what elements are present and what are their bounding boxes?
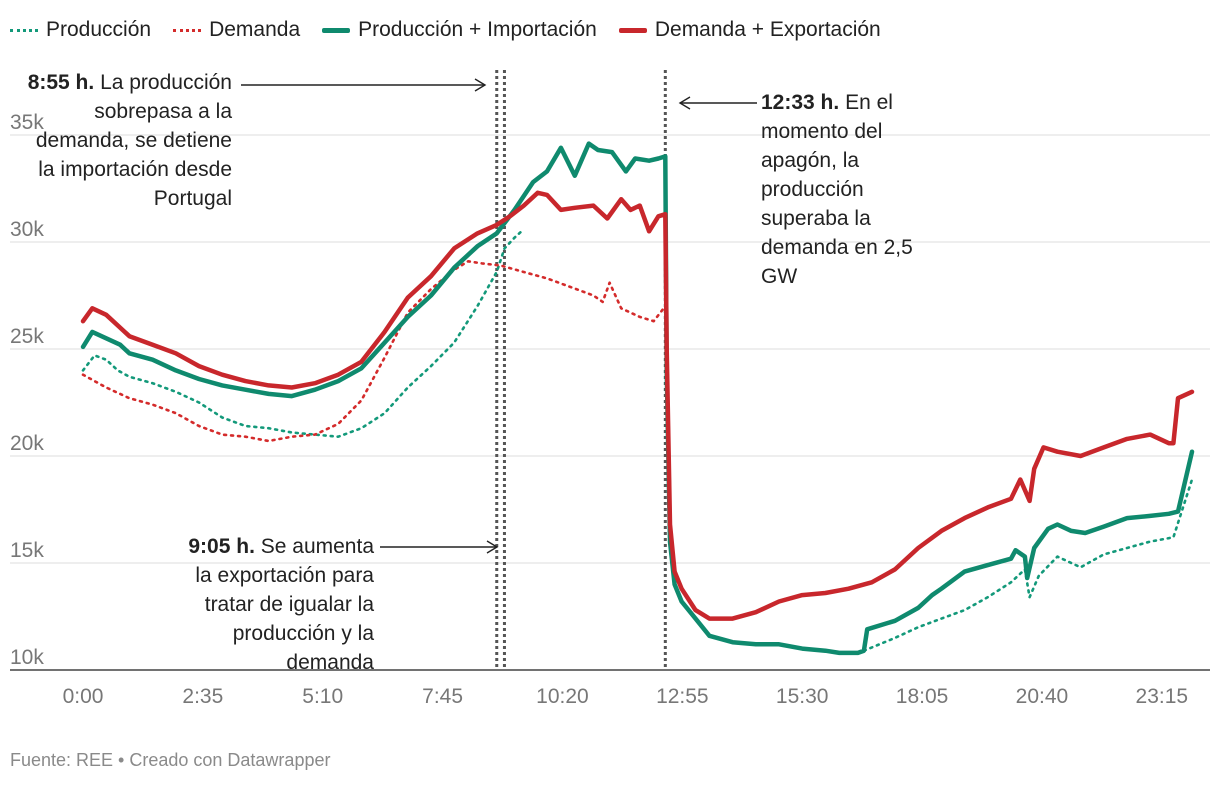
legend-item-demanda: Demanda: [173, 18, 300, 42]
annotation-8-55-text: La producción sobrepasa a la demanda, se…: [35, 71, 232, 210]
legend-item-demanda-exportacion: Demanda + Exportación: [618, 18, 881, 42]
legend-swatch-produccion-importacion: [322, 27, 351, 33]
annotation-12-33: 12:33 h. En el momento del apagón, la pr…: [761, 88, 943, 291]
series-lines: [80, 141, 1195, 656]
legend-item-produccion: Producción: [10, 18, 151, 42]
legend-swatch-demanda-exportacion: [618, 27, 647, 33]
x-tick-label-12-55: 12:55: [656, 685, 709, 708]
arrow-12-33: [678, 96, 757, 110]
source-note: Fuente: REE • Creado con Datawrapper: [10, 750, 331, 770]
arrow-8-55-head: [474, 78, 487, 92]
series-line-producci-n: [81, 227, 526, 438]
gridlines: [10, 134, 1210, 671]
annotation-8-55-time: 8:55 h.: [27, 71, 95, 94]
y-tick-label-15k: 15k: [10, 539, 44, 562]
x-tick-label-10-20: 10:20: [536, 685, 589, 708]
series-line-demanda: [81, 260, 667, 443]
annotation-9-05-time: 9:05 h.: [188, 535, 255, 558]
x-tick-label-23-15: 23:15: [1136, 685, 1189, 708]
annotation-arrows: [241, 78, 757, 554]
legend: Producción Demanda Producción + Importac…: [10, 14, 881, 46]
legend-item-produccion-importacion: Producción + Importación: [322, 18, 597, 42]
annotation-12-33-text: En el momento del apagón, la producción …: [761, 91, 913, 288]
annotation-9-05: 9:05 h. Se aumenta la exportación para t…: [180, 532, 374, 677]
legend-swatch-produccion: [10, 28, 38, 32]
x-tick-label-15-30: 15:30: [776, 685, 829, 708]
x-tick-label-2-35: 2:35: [182, 685, 223, 708]
arrow-9-05: [380, 540, 499, 554]
legend-label-produccion-importacion: Producción + Importación: [358, 18, 597, 41]
x-tick-label-5-10: 5:10: [302, 685, 343, 708]
y-axis-ticks: 10k 15k 20k 25k 30k 35k: [10, 111, 44, 669]
legend-label-produccion: Producción: [46, 18, 152, 41]
x-tick-label-18-05: 18:05: [896, 685, 949, 708]
annotation-9-05-text: Se aumenta la exportación para tratar de…: [195, 535, 374, 674]
y-tick-label-10k: 10k: [10, 646, 44, 669]
y-tick-label-30k: 30k: [10, 218, 44, 241]
series-line-demanda-exportaci-n: [80, 190, 1195, 621]
legend-label-demanda-exportacion: Demanda + Exportación: [654, 18, 881, 41]
arrow-9-05-head: [486, 540, 499, 554]
legend-label-demanda: Demanda: [209, 18, 301, 41]
legend-swatch-demanda: [173, 28, 202, 32]
arrow-8-55: [241, 78, 487, 92]
arrow-12-33-head: [678, 96, 691, 110]
x-tick-label-0-00: 0:00: [63, 685, 104, 708]
y-tick-label-25k: 25k: [10, 325, 44, 348]
series-line-producci-n: [862, 478, 1194, 652]
annotation-8-55: 8:55 h. La producción sobrepasa a la dem…: [20, 68, 232, 213]
x-axis-ticks: 0:00 2:35 5:10 7:45 10:20 12:55 15:30 18:05 20:4…: [63, 685, 1189, 708]
annotation-12-33-time: 12:33 h.: [761, 91, 840, 114]
y-tick-label-20k: 20k: [10, 432, 44, 455]
x-tick-label-7-45: 7:45: [422, 685, 463, 708]
x-tick-label-20-40: 20:40: [1016, 685, 1069, 708]
y-tick-label-35k: 35k: [10, 111, 44, 134]
